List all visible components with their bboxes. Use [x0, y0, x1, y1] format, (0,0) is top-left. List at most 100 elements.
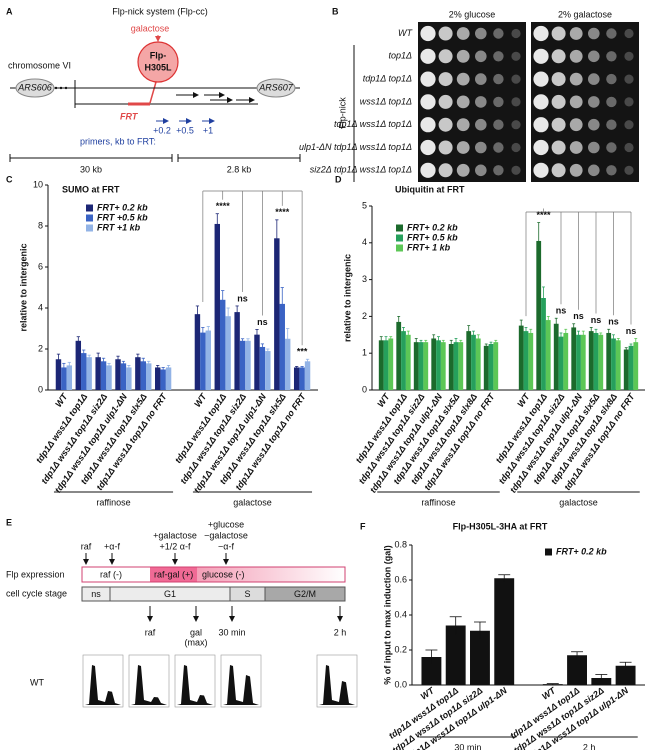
error-bar [389, 336, 393, 341]
colony-spot [606, 51, 617, 62]
y-tick-label: 0.8 [394, 539, 407, 549]
error-bar [67, 361, 71, 369]
y-tick-label: 6 [38, 261, 43, 271]
bar [126, 367, 132, 390]
error-bar [595, 674, 608, 682]
colony-spot [438, 94, 453, 109]
bar [466, 331, 472, 390]
treatment-label: −galactose [204, 530, 248, 540]
enzyme-link [149, 81, 157, 104]
panel-label: B [332, 6, 339, 16]
stage-label: ns [91, 589, 101, 599]
error-bar [260, 343, 265, 351]
error-bar [147, 360, 151, 366]
colony-spot [569, 118, 583, 132]
error-bar [215, 213, 219, 235]
colony-spot [493, 142, 504, 153]
error-bar [300, 366, 304, 369]
expression-state: raf (-) [100, 569, 122, 579]
colony-spot [569, 163, 583, 177]
expression-outline [81, 566, 346, 583]
colony-spot [606, 142, 617, 153]
error-bar [136, 353, 140, 361]
colony-spot [588, 141, 600, 154]
error-bar [572, 323, 576, 332]
panel-title: Flp-nick system (Flp-cc) [112, 6, 208, 16]
legend-swatch [86, 214, 93, 222]
strain-label: wss1Δ top1Δ [360, 96, 412, 106]
bar [135, 357, 141, 390]
legend-label: FRT +0.5 kb [97, 212, 148, 222]
error-bar [255, 329, 259, 340]
colony-spot [624, 97, 634, 107]
error-bar [161, 367, 165, 372]
error-bar [519, 319, 523, 332]
bar [140, 361, 147, 390]
bar [279, 303, 285, 390]
error-bar [406, 330, 410, 339]
histogram-frame [128, 654, 170, 708]
timepoint-label: 30 min [218, 627, 245, 637]
colony-spot [588, 96, 600, 108]
bar [523, 331, 529, 390]
bar [593, 332, 599, 390]
error-bar [87, 354, 91, 360]
y-tick-label: 8 [38, 220, 43, 230]
colony-spot [551, 140, 566, 155]
bar [536, 240, 542, 390]
ellipsis-dot [64, 86, 68, 90]
legend-label: FRT+ 0.5 kb [407, 232, 458, 242]
bar [254, 334, 260, 390]
bar [160, 369, 166, 390]
expression-on [150, 567, 197, 582]
legend-swatch [396, 234, 403, 242]
colony-spot [420, 48, 436, 64]
error-bar [156, 364, 160, 370]
colony-spot [511, 51, 521, 61]
significance-label: ns [573, 311, 584, 321]
colony-spot [456, 118, 470, 132]
group-label: raffinose [421, 497, 455, 507]
colony-spot [606, 28, 617, 39]
colony-spot [475, 96, 487, 108]
colony-spot [511, 74, 521, 84]
bar [413, 342, 419, 390]
error-bar [397, 315, 401, 328]
error-bar [441, 339, 445, 344]
expression-state: glucose (-) [202, 569, 245, 579]
chromosome-label: chromosome VI [8, 60, 71, 70]
column-header: 2% glucose [449, 9, 496, 19]
colony-spot [475, 50, 487, 63]
colony-spot [606, 165, 617, 176]
bar [219, 299, 226, 390]
bar [421, 657, 442, 685]
bar [448, 344, 454, 390]
treatment-label: +α-f [104, 541, 120, 551]
legend-label: FRT +1 kb [97, 222, 141, 232]
bar [493, 342, 499, 390]
y-tick-label: 0 [362, 384, 367, 394]
error-bar [546, 315, 550, 324]
error-bar [280, 287, 284, 321]
colony-spot [511, 165, 521, 175]
bar [299, 367, 305, 390]
colony-spot [624, 28, 634, 39]
error-bar [537, 222, 541, 260]
treatment-label: +galactose [153, 530, 197, 540]
error-bar [246, 338, 250, 343]
error-bar [473, 621, 486, 640]
error-bar [195, 305, 200, 323]
bar [615, 340, 621, 390]
colony-spot [511, 142, 521, 153]
treatment-label: raf [81, 541, 92, 551]
bar [633, 342, 639, 390]
bar [401, 331, 406, 390]
histogram-frame [82, 654, 124, 708]
error-bar [484, 343, 488, 348]
error-bar [546, 683, 559, 685]
error-bar [295, 366, 299, 369]
bar [458, 342, 464, 390]
error-bar [449, 616, 462, 635]
colony-spot [551, 163, 566, 178]
